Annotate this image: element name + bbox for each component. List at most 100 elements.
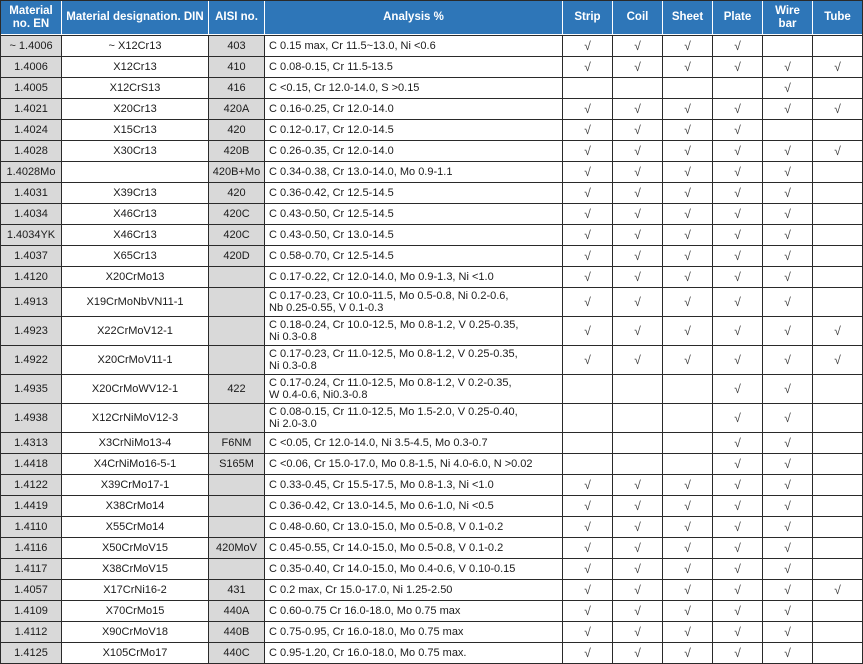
cell-analysis: C 0.75-0.95, Cr 16.0-18.0, Mo 0.75 max <box>265 622 562 642</box>
cell-check-strip: √ <box>563 57 612 77</box>
cell-analysis: C 0.48-0.60, Cr 13.0-15.0, Mo 0.5-0.8, V… <box>265 517 562 537</box>
cell-check-sheet: √ <box>663 580 712 600</box>
cell-check-tube <box>813 225 862 245</box>
cell-check-wire-bar: √ <box>763 99 812 119</box>
cell-check-tube <box>813 267 862 287</box>
cell-aisi-no: 410 <box>209 57 264 77</box>
cell-check-sheet: √ <box>663 36 712 56</box>
cell-check-plate: √ <box>713 496 762 516</box>
cell-designation-din: X39CrMo17-1 <box>62 475 208 495</box>
cell-designation-din: X46Cr13 <box>62 204 208 224</box>
cell-analysis: C 0.16-0.25, Cr 12.0-14.0 <box>265 99 562 119</box>
cell-check-wire-bar: √ <box>763 267 812 287</box>
cell-material-no-en: 1.4034 <box>1 204 61 224</box>
cell-check-wire-bar: √ <box>763 404 812 432</box>
cell-analysis: C 0.36-0.42, Cr 13.0-14.5, Mo 0.6-1.0, N… <box>265 496 562 516</box>
cell-analysis: C 0.17-0.24, Cr 11.0-12.5, Mo 0.8-1.2, V… <box>265 375 562 403</box>
cell-check-coil <box>613 433 662 453</box>
cell-check-tube <box>813 404 862 432</box>
cell-analysis: C 0.35-0.40, Cr 14.0-15.0, Mo 0.4-0.6, V… <box>265 559 562 579</box>
cell-check-tube <box>813 454 862 474</box>
cell-material-no-en: 1.4031 <box>1 183 61 203</box>
cell-designation-din: X30Cr13 <box>62 141 208 161</box>
cell-check-coil: √ <box>613 346 662 374</box>
cell-designation-din: X70CrMo15 <box>62 601 208 621</box>
cell-designation-din: X20Cr13 <box>62 99 208 119</box>
cell-check-plate: √ <box>713 288 762 316</box>
cell-check-strip: √ <box>563 475 612 495</box>
cell-check-tube <box>813 496 862 516</box>
cell-check-plate: √ <box>713 375 762 403</box>
cell-check-wire-bar: √ <box>763 57 812 77</box>
cell-check-tube: √ <box>813 99 862 119</box>
cell-check-coil: √ <box>613 496 662 516</box>
cell-check-strip: √ <box>563 643 612 663</box>
cell-check-strip: √ <box>563 496 612 516</box>
cell-material-no-en: 1.4923 <box>1 317 61 345</box>
cell-check-sheet <box>663 78 712 98</box>
cell-check-tube: √ <box>813 141 862 161</box>
cell-check-strip <box>563 375 612 403</box>
cell-check-coil: √ <box>613 57 662 77</box>
cell-material-no-en: 1.4112 <box>1 622 61 642</box>
cell-designation-din: X3CrNiMo13-4 <box>62 433 208 453</box>
cell-aisi-no: 420C <box>209 225 264 245</box>
cell-analysis: C 0.08-0.15, Cr 11.0-12.5, Mo 1.5-2.0, V… <box>265 404 562 432</box>
cell-check-plate: √ <box>713 141 762 161</box>
cell-check-plate: √ <box>713 622 762 642</box>
cell-check-strip: √ <box>563 225 612 245</box>
cell-check-strip: √ <box>563 99 612 119</box>
cell-analysis: C 0.58-0.70, Cr 12.5-14.5 <box>265 246 562 266</box>
cell-analysis: C 0.18-0.24, Cr 10.0-12.5, Mo 0.8-1.2, V… <box>265 317 562 345</box>
cell-check-coil: √ <box>613 475 662 495</box>
column-header-wire-bar: Wire bar <box>763 1 812 34</box>
cell-check-plate: √ <box>713 538 762 558</box>
cell-check-wire-bar: √ <box>763 517 812 537</box>
cell-check-sheet: √ <box>663 601 712 621</box>
cell-aisi-no: 420MoV <box>209 538 264 558</box>
cell-designation-din: X12Cr13 <box>62 57 208 77</box>
cell-check-sheet <box>663 404 712 432</box>
cell-material-no-en: 1.4938 <box>1 404 61 432</box>
cell-check-sheet: √ <box>663 141 712 161</box>
cell-material-no-en: 1.4021 <box>1 99 61 119</box>
column-header-sheet: Sheet <box>663 1 712 34</box>
cell-check-coil: √ <box>613 204 662 224</box>
cell-check-strip: √ <box>563 517 612 537</box>
cell-check-strip: √ <box>563 162 612 182</box>
cell-analysis: C <0.06, Cr 15.0-17.0, Mo 0.8-1.5, Ni 4.… <box>265 454 562 474</box>
cell-analysis: C <0.05, Cr 12.0-14.0, Ni 3.5-4.5, Mo 0.… <box>265 433 562 453</box>
cell-check-strip: √ <box>563 246 612 266</box>
cell-material-no-en: ~ 1.4006 <box>1 36 61 56</box>
cell-aisi-no: F6NM <box>209 433 264 453</box>
cell-check-wire-bar: √ <box>763 78 812 98</box>
cell-check-coil: √ <box>613 288 662 316</box>
cell-analysis: C 0.45-0.55, Cr 14.0-15.0, Mo 0.5-0.8, V… <box>265 538 562 558</box>
column-header-strip: Strip <box>563 1 612 34</box>
table-body: ~ 1.4006 ~ X12Cr13 403 C 0.15 max, Cr 11.5~… <box>1 35 862 663</box>
cell-check-tube: √ <box>813 317 862 345</box>
cell-check-sheet: √ <box>663 57 712 77</box>
cell-check-wire-bar <box>763 120 812 140</box>
column-header-analysis: Analysis % <box>265 1 562 34</box>
cell-aisi-no: 431 <box>209 580 264 600</box>
cell-material-no-en: 1.4418 <box>1 454 61 474</box>
cell-check-plate: √ <box>713 433 762 453</box>
cell-material-no-en: 1.4117 <box>1 559 61 579</box>
cell-check-sheet: √ <box>663 204 712 224</box>
cell-check-wire-bar: √ <box>763 288 812 316</box>
cell-aisi-no: 420C <box>209 204 264 224</box>
cell-check-coil <box>613 375 662 403</box>
cell-aisi-no: 403 <box>209 36 264 56</box>
table-header-row: Material no. EN Material designation. DIN… <box>1 1 862 35</box>
cell-check-tube <box>813 538 862 558</box>
cell-check-plate: √ <box>713 475 762 495</box>
cell-material-no-en: 1.4005 <box>1 78 61 98</box>
cell-check-sheet: √ <box>663 643 712 663</box>
cell-designation-din: X50CrMoV15 <box>62 538 208 558</box>
cell-check-plate: √ <box>713 162 762 182</box>
cell-designation-din: X20CrMoV11-1 <box>62 346 208 374</box>
cell-check-plate: √ <box>713 317 762 345</box>
cell-check-tube: √ <box>813 346 862 374</box>
cell-aisi-no <box>209 559 264 579</box>
